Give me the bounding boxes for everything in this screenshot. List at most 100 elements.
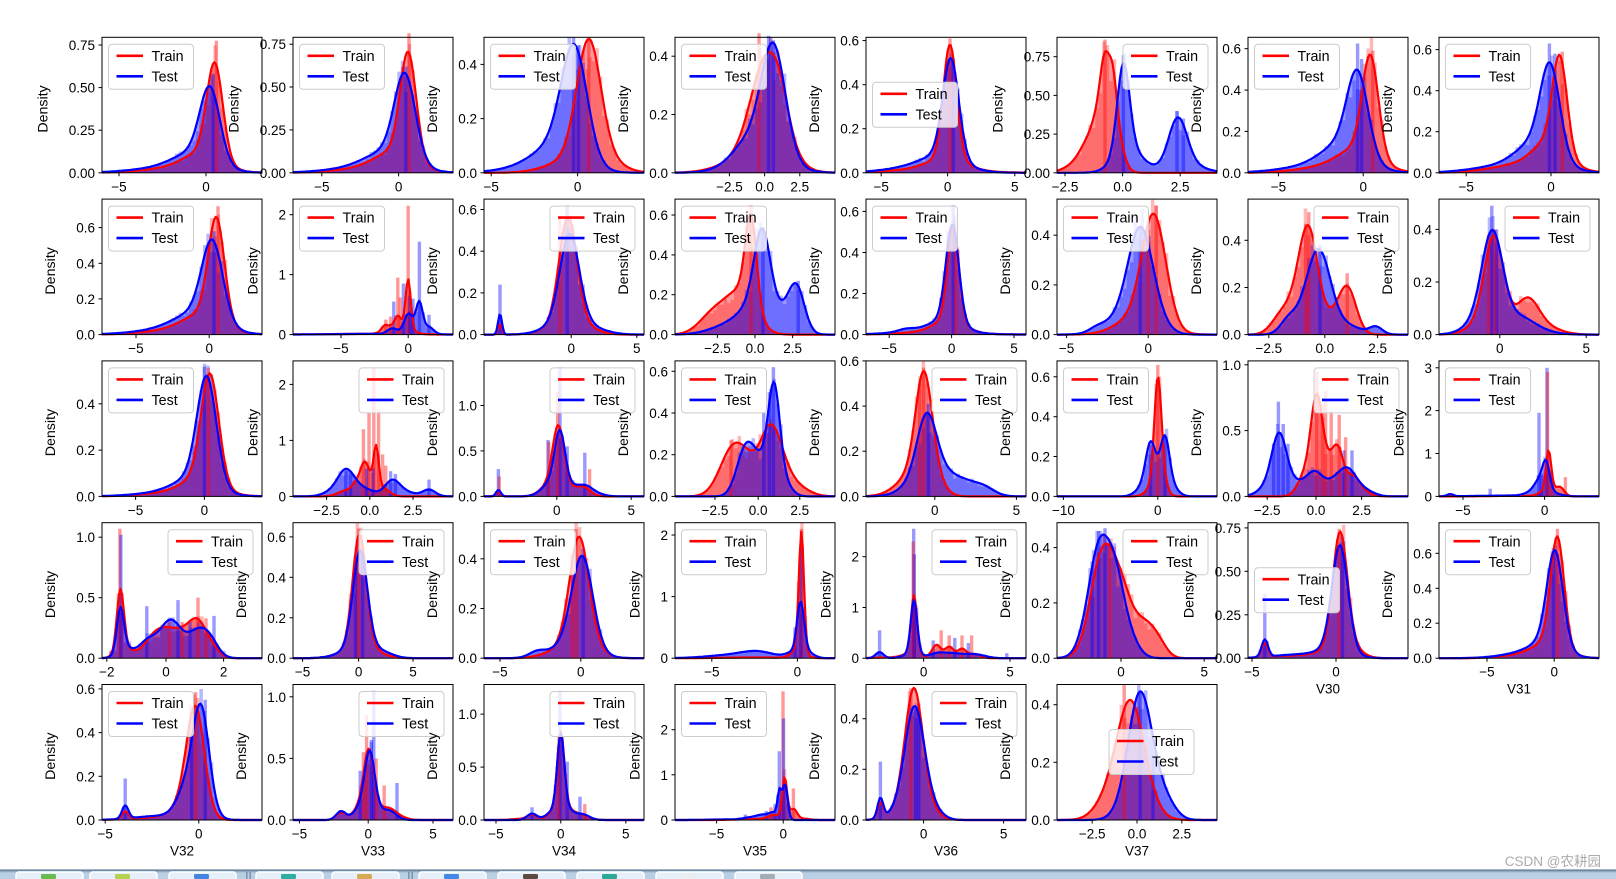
svg-text:2.5: 2.5 xyxy=(790,503,809,518)
svg-text:0.4: 0.4 xyxy=(458,57,477,72)
svg-text:−5: −5 xyxy=(314,179,329,194)
svg-text:0.0: 0.0 xyxy=(1222,489,1241,504)
svg-text:Density: Density xyxy=(998,408,1014,456)
svg-text:0.0: 0.0 xyxy=(360,503,379,518)
svg-text:0.0: 0.0 xyxy=(76,489,95,504)
svg-text:−5: −5 xyxy=(492,665,507,680)
svg-text:2.5: 2.5 xyxy=(1368,341,1387,356)
svg-text:0: 0 xyxy=(920,665,928,680)
svg-text:0.0: 0.0 xyxy=(649,489,668,504)
svg-text:0.0: 0.0 xyxy=(1031,489,1050,504)
svg-text:0.0: 0.0 xyxy=(1413,651,1432,666)
svg-text:0.4: 0.4 xyxy=(458,244,477,259)
svg-text:0: 0 xyxy=(278,328,286,343)
svg-text:Train: Train xyxy=(152,373,184,389)
svg-text:−5: −5 xyxy=(97,827,112,842)
svg-text:0: 0 xyxy=(779,827,787,842)
svg-text:0.0: 0.0 xyxy=(649,166,668,181)
svg-text:0.4: 0.4 xyxy=(1413,581,1432,596)
svg-text:1: 1 xyxy=(1424,447,1432,462)
svg-text:Density: Density xyxy=(819,570,835,618)
svg-text:Train: Train xyxy=(1357,373,1389,389)
svg-text:Test: Test xyxy=(152,393,178,409)
svg-text:Test: Test xyxy=(343,231,369,247)
svg-text:0.0: 0.0 xyxy=(1113,179,1132,194)
svg-text:0.4: 0.4 xyxy=(1222,233,1241,248)
svg-text:−5: −5 xyxy=(128,503,143,518)
svg-text:0: 0 xyxy=(1541,503,1549,518)
svg-text:0.0: 0.0 xyxy=(1031,328,1050,343)
svg-text:Density: Density xyxy=(43,732,59,780)
svg-text:V30: V30 xyxy=(1316,682,1340,697)
svg-text:Train: Train xyxy=(402,534,434,550)
svg-text:Test: Test xyxy=(593,717,619,733)
svg-text:Test: Test xyxy=(534,555,560,571)
svg-text:0.5: 0.5 xyxy=(267,751,286,766)
svg-text:0.75: 0.75 xyxy=(1215,521,1241,536)
svg-text:Train: Train xyxy=(975,696,1007,712)
svg-text:Train: Train xyxy=(725,534,757,550)
svg-text:5: 5 xyxy=(622,827,630,842)
svg-text:0.75: 0.75 xyxy=(1024,50,1050,65)
svg-text:5: 5 xyxy=(627,503,635,518)
svg-text:Density: Density xyxy=(425,408,441,456)
svg-text:Density: Density xyxy=(425,246,441,294)
svg-text:0.2: 0.2 xyxy=(458,286,477,301)
svg-text:0.2: 0.2 xyxy=(840,762,859,777)
svg-text:0: 0 xyxy=(553,503,561,518)
svg-text:0.4: 0.4 xyxy=(649,49,668,64)
svg-text:−2.5: −2.5 xyxy=(704,341,731,356)
svg-text:Test: Test xyxy=(1489,69,1515,85)
svg-text:0.2: 0.2 xyxy=(76,292,95,307)
svg-text:0.2: 0.2 xyxy=(840,444,859,459)
svg-text:1: 1 xyxy=(851,601,859,616)
svg-text:Test: Test xyxy=(725,231,751,247)
svg-text:0.6: 0.6 xyxy=(649,208,668,223)
svg-text:0.0: 0.0 xyxy=(76,328,95,343)
svg-text:0.0: 0.0 xyxy=(1413,166,1432,181)
svg-text:Density: Density xyxy=(1380,84,1396,132)
svg-text:Train: Train xyxy=(593,211,625,227)
svg-text:0: 0 xyxy=(355,665,363,680)
svg-text:Density: Density xyxy=(998,246,1014,294)
svg-text:Test: Test xyxy=(1298,69,1324,85)
svg-text:0: 0 xyxy=(948,341,956,356)
svg-text:0.6: 0.6 xyxy=(840,34,859,49)
svg-text:Train: Train xyxy=(1489,49,1521,65)
svg-text:0.4: 0.4 xyxy=(1222,83,1241,98)
svg-text:0: 0 xyxy=(201,503,209,518)
svg-text:0.2: 0.2 xyxy=(76,443,95,458)
svg-text:0.0: 0.0 xyxy=(458,166,477,181)
svg-text:0: 0 xyxy=(1117,665,1125,680)
svg-text:−2: −2 xyxy=(99,665,114,680)
svg-text:0.2: 0.2 xyxy=(649,108,668,123)
svg-text:1.0: 1.0 xyxy=(76,530,95,545)
svg-text:V35: V35 xyxy=(743,844,767,859)
svg-text:Test: Test xyxy=(725,393,751,409)
svg-text:0.0: 0.0 xyxy=(1128,827,1147,842)
svg-text:Density: Density xyxy=(628,732,644,780)
svg-text:Density: Density xyxy=(807,408,823,456)
svg-text:0: 0 xyxy=(660,813,668,828)
svg-text:0.50: 0.50 xyxy=(260,80,286,95)
svg-text:0.0: 0.0 xyxy=(76,813,95,828)
svg-text:0.0: 0.0 xyxy=(267,813,286,828)
svg-text:0: 0 xyxy=(395,179,403,194)
svg-text:0.4: 0.4 xyxy=(76,397,95,412)
svg-text:Test: Test xyxy=(152,69,178,85)
svg-text:−2.5: −2.5 xyxy=(1079,827,1106,842)
svg-text:0.75: 0.75 xyxy=(69,38,95,53)
svg-text:−2.5: −2.5 xyxy=(1254,503,1281,518)
svg-text:0.75: 0.75 xyxy=(260,37,286,52)
svg-text:0.25: 0.25 xyxy=(69,123,95,138)
svg-text:Test: Test xyxy=(975,717,1001,733)
svg-text:Train: Train xyxy=(725,211,757,227)
svg-text:Train: Train xyxy=(343,211,375,227)
svg-text:0: 0 xyxy=(1332,665,1340,680)
svg-text:Density: Density xyxy=(234,732,250,780)
svg-text:Train: Train xyxy=(1548,211,1580,227)
svg-text:0.2: 0.2 xyxy=(458,602,477,617)
svg-text:0.0: 0.0 xyxy=(1307,503,1326,518)
svg-text:0: 0 xyxy=(567,341,575,356)
svg-text:0: 0 xyxy=(577,665,585,680)
